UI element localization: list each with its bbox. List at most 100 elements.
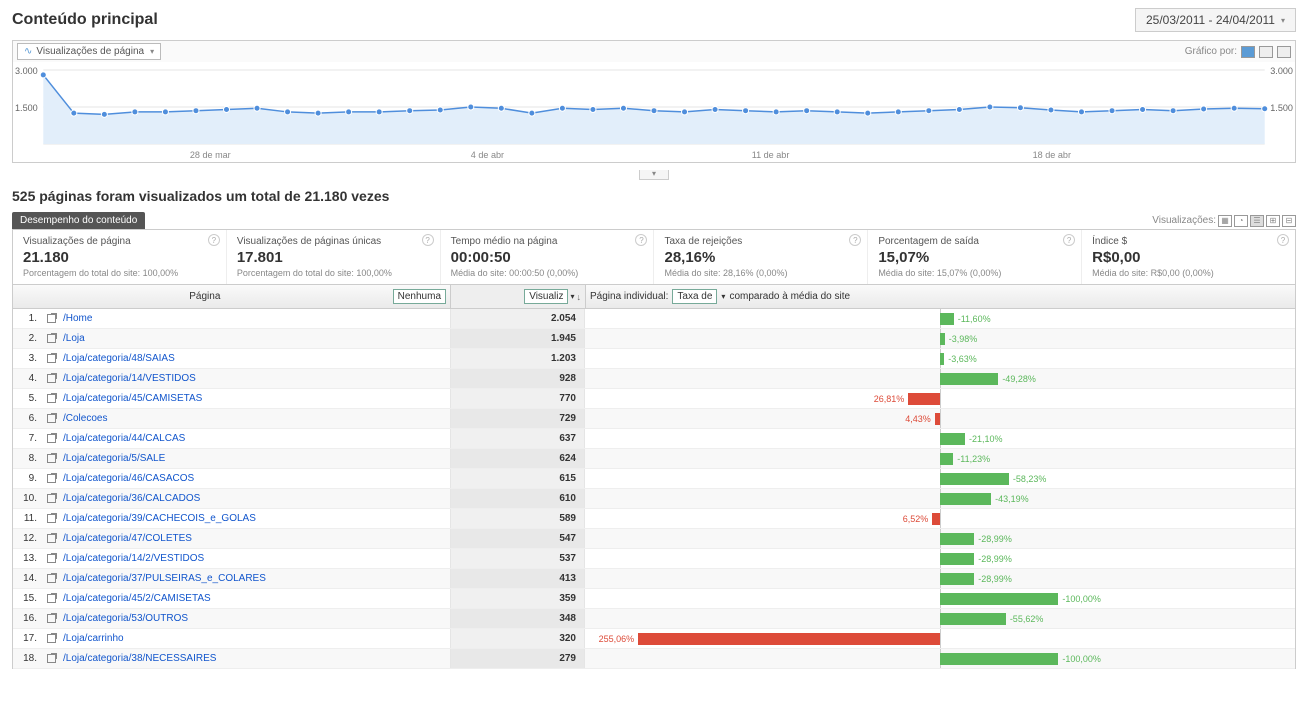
external-link-icon[interactable] [43,389,59,408]
pageviews-cell: 610 [450,489,585,508]
graph-by-day[interactable] [1241,46,1255,58]
external-link-icon[interactable] [43,429,59,448]
help-icon[interactable]: ? [1277,234,1289,246]
pageviews-cell: 637 [450,429,585,448]
content-performance-tab[interactable]: Desempenho do conteúdo [12,212,145,229]
help-icon[interactable]: ? [849,234,861,246]
col-page-label: Página [17,291,393,302]
page-link[interactable]: /Loja/categoria/48/SAIAS [63,353,175,364]
metric-sub: Porcentagem do total do site: 100,00% [237,268,430,278]
page-link[interactable]: /Loja/categoria/53/OUTROS [63,613,188,624]
compare-metric-select[interactable]: Taxa de [672,289,717,304]
svg-text:1.500: 1.500 [1270,103,1293,113]
table-row: 10. /Loja/categoria/36/CALCADOS 610 -43,… [13,489,1295,509]
page-link[interactable]: /Home [63,313,92,324]
table-header: Página Nenhuma Visualiz ▾ ↓ Página indiv… [12,285,1296,309]
page-link[interactable]: /Loja/categoria/36/CALCADOS [63,493,200,504]
sort-arrow-icon[interactable]: ↓ [577,292,582,302]
metric-label: Taxa de rejeições [664,236,857,247]
row-index: 12. [13,529,43,548]
page-link[interactable]: /Loja/carrinho [63,633,124,644]
metric-sub: Média do site: 15,07% (0,00%) [878,268,1071,278]
external-link-icon[interactable] [43,329,59,348]
page-path-cell: /Home [59,309,450,328]
external-link-icon[interactable] [43,369,59,388]
help-icon[interactable]: ? [635,234,647,246]
external-link-icon[interactable] [43,649,59,668]
comparison-bar-cell: 26,81% [585,389,1295,408]
page-link[interactable]: /Loja/categoria/38/NECESSAIRES [63,653,216,664]
row-index: 7. [13,429,43,448]
metric-label: Visualizações de página [23,236,216,247]
row-index: 3. [13,349,43,368]
external-link-icon[interactable] [43,549,59,568]
external-link-icon[interactable] [43,509,59,528]
date-range-picker[interactable]: 25/03/2011 - 24/04/2011 [1135,8,1296,32]
comparison-bar-cell: -28,99% [585,549,1295,568]
comparison-bar-cell: -43,19% [585,489,1295,508]
help-icon[interactable]: ? [1063,234,1075,246]
chart-expand-button[interactable]: ▾ [639,170,669,180]
view-mode-bar[interactable]: ☰ [1250,215,1264,227]
table-row: 17. /Loja/carrinho 320 255,06% [13,629,1295,649]
external-link-icon[interactable] [43,349,59,368]
page-link[interactable]: /Loja/categoria/14/VESTIDOS [63,373,196,384]
page-link[interactable]: /Loja/categoria/45/CAMISETAS [63,393,202,404]
comparison-bar-cell: 6,52% [585,509,1295,528]
page-link[interactable]: /Loja/categoria/46/CASACOS [63,473,194,484]
graph-by-week[interactable] [1259,46,1273,58]
external-link-icon[interactable] [43,309,59,328]
page-link[interactable]: /Loja/categoria/47/COLETES [63,533,192,544]
row-index: 16. [13,609,43,628]
page-link[interactable]: /Loja/categoria/45/2/CAMISETAS [63,593,211,604]
graph-by-label: Gráfico por: [1185,46,1237,57]
svg-text:18 de abr: 18 de abr [1033,150,1071,160]
page-link[interactable]: /Loja/categoria/5/SALE [63,453,165,464]
metric-sub: Porcentagem do total do site: 100,00% [23,268,216,278]
view-mode-table[interactable]: ▦ [1218,215,1232,227]
page-dimension-select[interactable]: Nenhuma [393,289,446,304]
row-index: 14. [13,569,43,588]
row-index: 17. [13,629,43,648]
metrics-summary: ? Visualizações de página 21.180 Porcent… [12,229,1296,285]
table-row: 5. /Loja/categoria/45/CAMISETAS 770 26,8… [13,389,1295,409]
row-index: 18. [13,649,43,668]
external-link-icon[interactable] [43,609,59,628]
page-link[interactable]: /Loja/categoria/39/CACHECOIS_e_GOLAS [63,513,256,524]
chevron-down-icon: ▾ [721,292,725,301]
line-chart-icon: ∿ [24,46,32,57]
views-metric-select[interactable]: Visualiz [524,289,568,304]
help-icon[interactable]: ? [422,234,434,246]
view-mode-controls: Visualizações: ▦ ◔ ☰ ⊞ ⊟ [1152,215,1296,227]
view-mode-comparison[interactable]: ⊞ [1266,215,1280,227]
page-link[interactable]: /Colecoes [63,413,107,424]
view-mode-pivot[interactable]: ⊟ [1282,215,1296,227]
external-link-icon[interactable] [43,629,59,648]
page-link[interactable]: /Loja [63,333,85,344]
page-path-cell: /Loja/categoria/38/NECESSAIRES [59,649,450,668]
page-path-cell: /Loja [59,329,450,348]
chart-panel: ∿ Visualizações de página Gráfico por: 3… [12,40,1296,163]
pageviews-cell: 320 [450,629,585,648]
graph-by-month[interactable] [1277,46,1291,58]
chart-metric-selector[interactable]: ∿ Visualizações de página [17,43,161,60]
pageviews-cell: 928 [450,369,585,388]
page-link[interactable]: /Loja/categoria/14/2/VESTIDOS [63,553,204,564]
view-mode-pie[interactable]: ◔ [1234,215,1248,227]
help-icon[interactable]: ? [208,234,220,246]
page-path-cell: /Loja/categoria/53/OUTROS [59,609,450,628]
metric-value: 15,07% [878,247,1071,268]
page-link[interactable]: /Loja/categoria/44/CALCAS [63,433,185,444]
row-index: 1. [13,309,43,328]
external-link-icon[interactable] [43,569,59,588]
page-link[interactable]: /Loja/categoria/37/PULSEIRAS_e_COLARES [63,573,266,584]
external-link-icon[interactable] [43,409,59,428]
external-link-icon[interactable] [43,529,59,548]
chart-metric-label: Visualizações de página [36,46,144,57]
external-link-icon[interactable] [43,489,59,508]
external-link-icon[interactable] [43,469,59,488]
table-row: 2. /Loja 1.945 -3,98% [13,329,1295,349]
external-link-icon[interactable] [43,589,59,608]
external-link-icon[interactable] [43,449,59,468]
metric-value: 00:00:50 [451,247,644,268]
